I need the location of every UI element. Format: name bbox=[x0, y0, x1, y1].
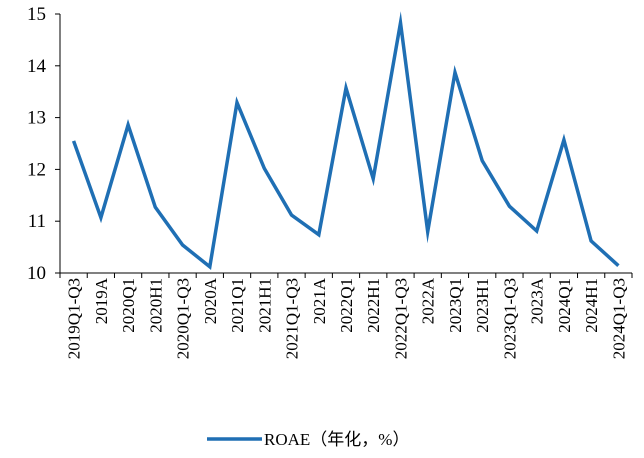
y-tick-label: 14 bbox=[27, 56, 47, 77]
axes bbox=[55, 13, 633, 278]
x-tick-label: 2021A bbox=[310, 277, 329, 324]
x-tick-label: 2020H1 bbox=[146, 278, 165, 333]
x-tick-label: 2021Q1 bbox=[228, 278, 247, 333]
x-tick-label: 2019A bbox=[92, 277, 111, 324]
x-tick-label: 2022Q1-Q3 bbox=[391, 278, 410, 359]
legend-label: ROAE（年化，%） bbox=[264, 430, 409, 449]
x-tick-label: 2022A bbox=[419, 277, 438, 324]
x-tick-label: 2024H1 bbox=[582, 278, 601, 333]
x-tick-label: 2021H1 bbox=[255, 278, 274, 333]
x-tick-label: 2020A bbox=[201, 277, 220, 324]
x-tick-label: 2023Q1 bbox=[446, 278, 465, 333]
y-tick-label: 15 bbox=[27, 4, 46, 25]
x-tick-label: 2020Q1-Q3 bbox=[174, 278, 193, 359]
x-tick-label: 2024Q1-Q3 bbox=[609, 278, 628, 359]
x-tick-label: 2021Q1-Q3 bbox=[283, 278, 302, 359]
y-tick-label: 10 bbox=[27, 263, 46, 284]
y-tick-label: 11 bbox=[28, 211, 46, 232]
series-line bbox=[71, 11, 620, 271]
y-tick-label: 13 bbox=[27, 108, 46, 129]
y-tick-label: 12 bbox=[27, 159, 46, 180]
series-lines bbox=[71, 11, 620, 271]
x-tick-label: 2019Q1-Q3 bbox=[65, 278, 84, 359]
x-tick-label: 2024Q1 bbox=[555, 278, 574, 333]
legend: ROAE（年化，%） bbox=[207, 430, 409, 449]
x-tick-label: 2022H1 bbox=[364, 278, 383, 333]
x-tick-label: 2023Q1-Q3 bbox=[500, 278, 519, 359]
x-tick-label: 2020Q1 bbox=[119, 278, 138, 333]
x-tick-label: 2023A bbox=[528, 277, 547, 324]
y-tick-labels: 10 11 12 13 14 15 bbox=[27, 4, 47, 284]
x-tick-label: 2022Q1 bbox=[337, 278, 356, 333]
x-tick-label: 2023H1 bbox=[473, 278, 492, 333]
x-tick-labels: 2019Q1-Q3 2019A 2020Q1 2020H1 2020Q1-Q3 2020A… bbox=[65, 277, 629, 359]
